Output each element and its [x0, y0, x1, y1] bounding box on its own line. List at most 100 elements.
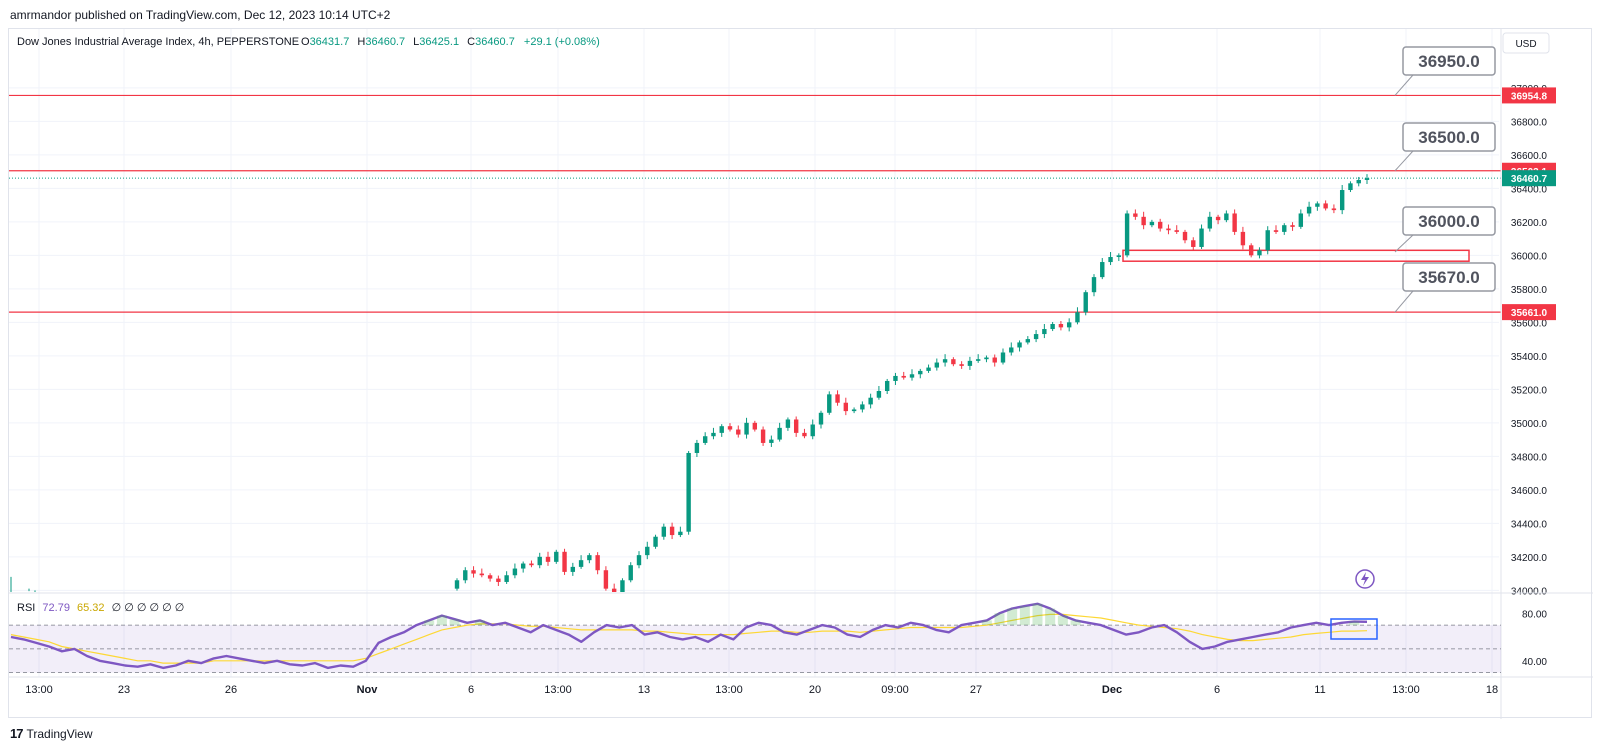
price-tick-label: 35800.0 — [1511, 285, 1548, 296]
time-tick-label: 6 — [468, 684, 474, 696]
rsi-overbought-fill — [449, 619, 460, 626]
candle — [777, 422, 782, 442]
rsi-ma-line — [10, 613, 1368, 664]
candle — [1240, 226, 1246, 250]
candle — [487, 573, 493, 582]
legend-o-label: O — [301, 36, 310, 48]
candle — [1042, 324, 1047, 339]
candle — [1108, 251, 1113, 266]
candle — [1009, 342, 1014, 356]
candle — [595, 552, 600, 575]
time-tick-label: Dec — [1102, 684, 1122, 696]
candle — [1017, 340, 1022, 352]
candle — [876, 385, 882, 400]
level-price-label-0: 36954.8 — [1511, 91, 1548, 102]
candle — [562, 548, 567, 575]
tradingview-logo-icon: 17 — [10, 726, 24, 741]
candle — [1191, 237, 1196, 251]
rsi-extra: ∅ ∅ ∅ ∅ ∅ ∅ — [112, 602, 185, 614]
rsi-overbought-fill — [981, 620, 992, 626]
legend-symbol: Dow Jones Industrial Average Index, 4h, … — [17, 36, 299, 48]
candle — [496, 575, 501, 586]
rsi-overbought-fill — [1070, 620, 1081, 626]
candle — [1066, 318, 1072, 332]
candle — [893, 372, 898, 385]
time-tick-label: 13 — [638, 684, 650, 696]
candle — [529, 560, 534, 568]
candle — [736, 425, 741, 438]
candle — [1133, 209, 1138, 220]
callout-label-0: 36950.0 — [1418, 52, 1479, 71]
candle — [1116, 253, 1122, 262]
price-tick-label: 36800.0 — [1511, 117, 1548, 128]
candle — [645, 541, 650, 560]
candle — [611, 583, 617, 592]
candle — [1282, 223, 1287, 235]
price-tick-label: 36600.0 — [1511, 151, 1548, 162]
candle — [934, 358, 940, 371]
candle — [504, 571, 509, 584]
candle — [463, 567, 468, 584]
currency-button[interactable] — [1502, 32, 1550, 54]
price-tick-label: 36200.0 — [1511, 218, 1548, 229]
rsi-highlight-box[interactable] — [1330, 618, 1378, 640]
top-bar: amrmandor published on TradingView.com, … — [0, 0, 1600, 28]
level-lines[interactable] — [9, 94, 1501, 313]
candle — [843, 397, 849, 416]
time-axis[interactable]: 13:00 23 26 Nov 6 13:00 13 13:00 20 09:00 27 Dec 6 11… — [25, 684, 1498, 696]
published-caption: amrmandor published on TradingView.com, … — [10, 8, 391, 22]
candle — [669, 522, 675, 540]
candle — [1199, 224, 1204, 249]
candle — [1339, 184, 1345, 215]
candle — [1149, 219, 1155, 228]
candle — [851, 407, 857, 414]
callout-0[interactable]: 36950.0 — [1394, 46, 1496, 96]
price-callouts[interactable]: 36950.0 36500.0 36000.0 35670.0 — [1394, 46, 1496, 313]
candle — [554, 549, 559, 564]
candle — [603, 566, 609, 591]
legend-c-label: C — [467, 36, 475, 48]
candle — [802, 428, 807, 439]
time-tick-label: 27 — [970, 684, 982, 696]
candle — [1050, 322, 1055, 332]
candle — [901, 371, 906, 380]
time-tick-label: 23 — [118, 684, 130, 696]
candle — [1306, 201, 1312, 217]
time-tick-label: 13:00 — [25, 684, 53, 696]
lightning-icon[interactable] — [1355, 569, 1375, 589]
candle — [479, 568, 485, 578]
callout-label-1: 36500.0 — [1418, 128, 1479, 147]
candle — [1331, 204, 1337, 214]
candle — [1124, 210, 1130, 258]
support-zone-rect[interactable] — [1122, 249, 1470, 262]
footer: 17 TradingView — [10, 726, 93, 741]
rsi-label: RSI — [17, 602, 35, 614]
rsi-ma-value: 65.32 — [77, 602, 105, 614]
candle — [711, 427, 716, 440]
candle — [628, 562, 633, 583]
legend-ohlc: O36431.7 H36460.7 L36425.1 C36460.7 +29.… — [301, 36, 600, 48]
candle — [785, 417, 791, 431]
rsi-legend: RSI 72.79 65.32 ∅ ∅ ∅ ∅ ∅ ∅ — [17, 602, 184, 614]
rsi-overbought-fill — [424, 620, 435, 626]
callout-2[interactable]: 36000.0 — [1394, 206, 1496, 253]
candle — [951, 357, 956, 367]
candle — [702, 432, 708, 445]
candle — [1323, 200, 1328, 211]
rsi-pane: 80.00 40.00 — [9, 602, 1547, 674]
candle — [926, 364, 931, 373]
candle — [1166, 224, 1171, 235]
price-axis[interactable]: 37000.036800.036600.036400.036200.036000… — [1500, 29, 1548, 719]
candle — [719, 424, 724, 437]
candle — [1224, 210, 1229, 223]
candle — [620, 578, 625, 592]
candle — [661, 523, 667, 540]
callout-3[interactable]: 35670.0 — [1394, 262, 1496, 313]
candle — [818, 410, 824, 429]
legend-h-value: 36460.7 — [365, 36, 405, 48]
callout-1[interactable]: 36500.0 — [1394, 122, 1496, 172]
candle — [587, 553, 592, 564]
